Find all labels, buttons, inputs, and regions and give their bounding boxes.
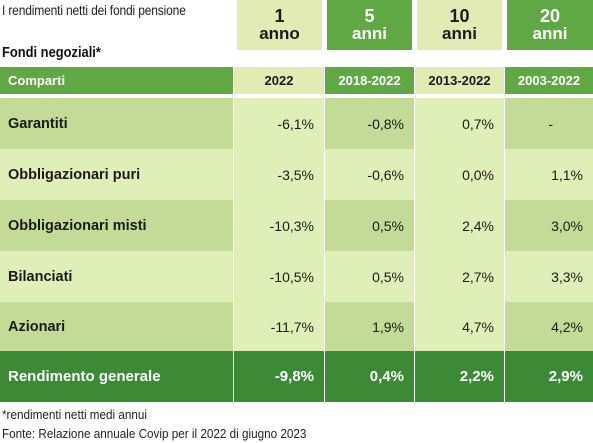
total-value: 0,4% xyxy=(369,368,404,385)
cell-value: 4,7% xyxy=(462,318,494,335)
cell-value: -3,5% xyxy=(277,166,314,183)
period-unit: anni xyxy=(532,24,568,43)
period-unit: anni xyxy=(442,24,477,43)
column-divider xyxy=(324,67,325,402)
period-header-10: 10 anni xyxy=(417,0,502,50)
cell-value: 2,7% xyxy=(462,268,494,285)
row-label: Bilanciati xyxy=(8,268,73,285)
period-header-1: 1 anno xyxy=(237,0,322,50)
cell-value: -0,6% xyxy=(367,166,404,183)
period-unit: anno xyxy=(259,24,300,43)
header-comparti: Comparti xyxy=(8,73,66,88)
total-value: 2,2% xyxy=(459,368,494,385)
cell-value: 1,9% xyxy=(372,318,404,335)
column-divider xyxy=(414,67,415,402)
cell-value: 2,4% xyxy=(462,217,494,234)
cell-value: 0,7% xyxy=(462,115,494,132)
period-number: 5 xyxy=(364,6,375,26)
row-label: Obbligazionari misti xyxy=(8,217,147,234)
total-label: Rendimento generale xyxy=(8,368,161,385)
header-years-5: 2018-2022 xyxy=(338,73,401,88)
cell-value: 1,1% xyxy=(551,166,583,183)
page-title: I rendimenti netti dei fondi pensione xyxy=(2,2,186,18)
period-header-20: 20 anni xyxy=(507,0,593,50)
cell-value: -10,3% xyxy=(269,217,314,234)
cell-value: 3,0% xyxy=(551,217,583,234)
cell-value: 0,0% xyxy=(462,166,494,183)
header-years-20: 2003-2022 xyxy=(517,73,581,88)
total-value: -9,8% xyxy=(274,368,314,385)
row-label: Azionari xyxy=(8,318,66,335)
period-unit: anni xyxy=(352,24,387,43)
table-row: Azionari -11,7% 1,9% 4,7% 4,2% xyxy=(0,302,593,351)
cell-value: - xyxy=(548,115,553,132)
source-note: Fonte: Relazione annuale Covip per il 20… xyxy=(2,426,307,441)
cell-value: -10,5% xyxy=(269,268,314,285)
period-number: 20 xyxy=(539,6,561,26)
column-divider xyxy=(233,67,234,402)
period-number: 10 xyxy=(449,6,470,26)
cell-value: 0,5% xyxy=(372,217,404,234)
cell-value: -6,1% xyxy=(277,115,314,132)
period-number: 1 xyxy=(274,6,285,26)
row-label: Obbligazionari puri xyxy=(8,166,141,183)
cell-value: 0,5% xyxy=(372,268,404,285)
row-label: Garantiti xyxy=(8,115,68,132)
period-header-5: 5 anni xyxy=(327,0,412,50)
table-row: Obbligazionari misti -10,3% 0,5% 2,4% 3,… xyxy=(0,200,593,251)
table-row: Bilanciati -10,5% 0,5% 2,7% 3,3% xyxy=(0,251,593,302)
column-divider xyxy=(504,67,505,402)
table-header: Comparti 2022 2018-2022 2013-2022 2003-2… xyxy=(0,67,593,94)
total-value: 2,9% xyxy=(548,368,583,385)
header-years-1: 2022 xyxy=(234,67,324,94)
cell-value: -11,7% xyxy=(270,318,314,335)
section-title: Fondi negoziali* xyxy=(2,44,101,61)
cell-value: -0,8% xyxy=(367,115,404,132)
table-row: Garantiti -6,1% -0,8% 0,7% - xyxy=(0,98,593,149)
table-row: Obbligazionari puri -3,5% -0,6% 0,0% 1,1… xyxy=(0,149,593,200)
footnote: *rendimenti netti medi annui xyxy=(2,407,148,422)
header-years-10: 2013-2022 xyxy=(415,67,504,94)
cell-value: 4,2% xyxy=(551,318,583,335)
total-row: Rendimento generale -9,8% 0,4% 2,2% 2,9% xyxy=(0,351,593,402)
cell-value: 3,3% xyxy=(551,268,583,285)
